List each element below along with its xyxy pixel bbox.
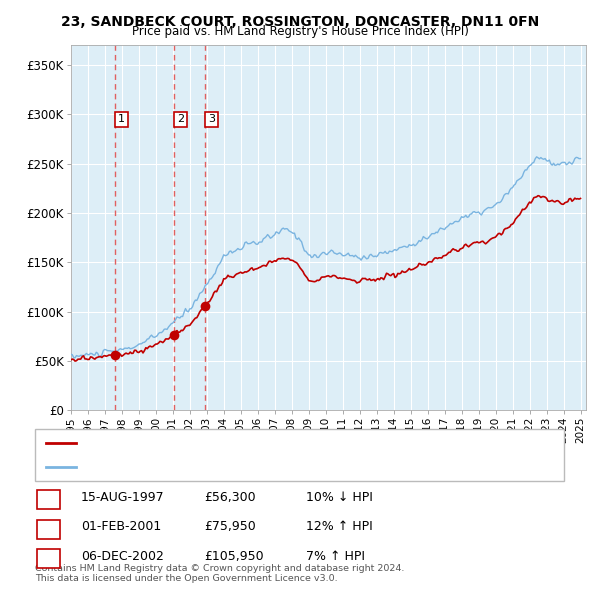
Text: 2: 2 (44, 520, 53, 533)
Text: 3: 3 (44, 550, 53, 563)
Text: 23, SANDBECK COURT, ROSSINGTON, DONCASTER, DN11 0FN: 23, SANDBECK COURT, ROSSINGTON, DONCASTE… (61, 15, 539, 29)
Text: £56,300: £56,300 (204, 491, 256, 504)
Text: HPI: Average price, detached house, Doncaster: HPI: Average price, detached house, Donc… (83, 462, 341, 472)
Text: Price paid vs. HM Land Registry's House Price Index (HPI): Price paid vs. HM Land Registry's House … (131, 25, 469, 38)
Text: 15-AUG-1997: 15-AUG-1997 (81, 491, 164, 504)
Text: 1: 1 (118, 114, 125, 124)
Text: 2: 2 (177, 114, 184, 124)
Text: £75,950: £75,950 (204, 520, 256, 533)
Text: 3: 3 (208, 114, 215, 124)
Text: Contains HM Land Registry data © Crown copyright and database right 2024.
This d: Contains HM Land Registry data © Crown c… (35, 563, 404, 583)
Text: 06-DEC-2002: 06-DEC-2002 (81, 550, 164, 563)
Text: 23, SANDBECK COURT, ROSSINGTON, DONCASTER, DN11 0FN (detached house): 23, SANDBECK COURT, ROSSINGTON, DONCASTE… (83, 438, 523, 448)
Text: 10% ↓ HPI: 10% ↓ HPI (306, 491, 373, 504)
Text: £105,950: £105,950 (204, 550, 263, 563)
Text: 01-FEB-2001: 01-FEB-2001 (81, 520, 161, 533)
Text: 12% ↑ HPI: 12% ↑ HPI (306, 520, 373, 533)
Text: 7% ↑ HPI: 7% ↑ HPI (306, 550, 365, 563)
Text: 1: 1 (44, 491, 53, 504)
